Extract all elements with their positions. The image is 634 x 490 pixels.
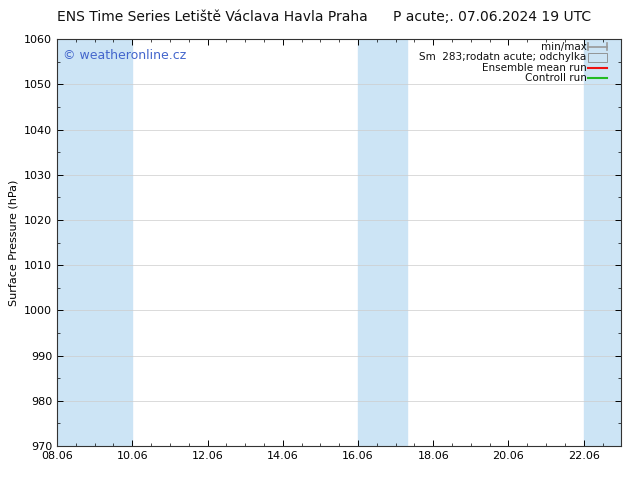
Text: © weatheronline.cz: © weatheronline.cz — [63, 49, 186, 62]
Text: Controll run: Controll run — [524, 74, 586, 83]
Y-axis label: Surface Pressure (hPa): Surface Pressure (hPa) — [8, 179, 18, 306]
Bar — [358, 39, 407, 446]
Text: Sm  283;rodatn acute; odchylka: Sm 283;rodatn acute; odchylka — [419, 52, 586, 62]
Bar — [584, 39, 621, 446]
Text: P acute;. 07.06.2024 19 UTC: P acute;. 07.06.2024 19 UTC — [393, 10, 591, 24]
Bar — [57, 39, 133, 446]
Text: min/max: min/max — [541, 42, 586, 51]
Text: ENS Time Series Letiště Václava Havla Praha: ENS Time Series Letiště Václava Havla Pr… — [57, 10, 368, 24]
Text: Ensemble mean run: Ensemble mean run — [482, 63, 586, 73]
